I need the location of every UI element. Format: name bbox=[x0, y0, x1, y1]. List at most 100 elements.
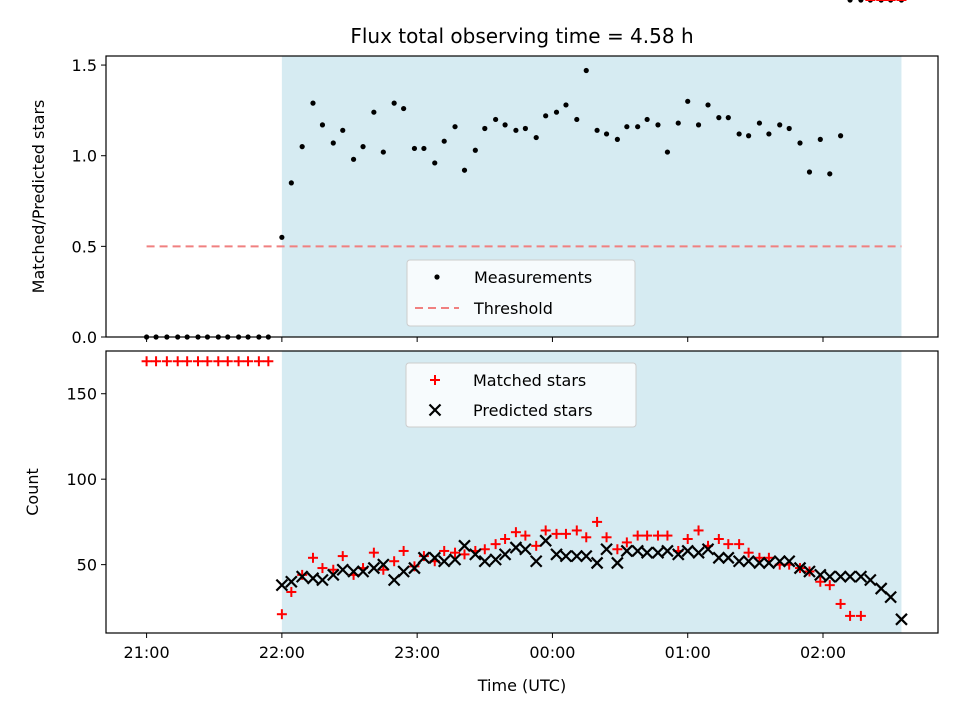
matched-star-point bbox=[560, 528, 571, 539]
matched-star-point bbox=[845, 610, 856, 621]
matched-star-point bbox=[286, 586, 297, 597]
matched-star-point bbox=[713, 534, 724, 544]
measurement-point bbox=[806, 169, 813, 175]
matched-star-point bbox=[531, 540, 542, 551]
matched-star-point bbox=[642, 530, 653, 541]
legend-label-predicted: Predicted stars bbox=[473, 401, 593, 420]
matched-star-point bbox=[581, 532, 592, 543]
predicted-star-point bbox=[437, 554, 451, 568]
legend-label-matched: Matched stars bbox=[473, 371, 586, 390]
measurement-point bbox=[797, 140, 803, 146]
measurement-point bbox=[288, 180, 294, 186]
predicted-star-point bbox=[559, 549, 573, 563]
predicted-star-point bbox=[377, 558, 390, 571]
predicted-star-point bbox=[275, 578, 289, 592]
predicted-star-point bbox=[478, 554, 492, 568]
matched-star-point bbox=[500, 534, 511, 544]
measurement-point bbox=[716, 115, 722, 121]
predicted-star-point bbox=[742, 554, 755, 568]
predicted-star-point bbox=[579, 549, 593, 563]
matched-star-point bbox=[337, 551, 348, 562]
matched-star-point bbox=[233, 356, 244, 367]
measurement-point bbox=[391, 100, 397, 106]
predicted-star-point bbox=[640, 546, 654, 559]
matched-star-point bbox=[182, 356, 193, 367]
measurement-point bbox=[695, 122, 702, 128]
matched-star-point bbox=[571, 525, 582, 536]
measurement-point bbox=[817, 136, 823, 142]
predicted-star-point bbox=[834, 570, 847, 583]
matched-star-point bbox=[389, 556, 400, 567]
matched-star-point bbox=[263, 356, 274, 367]
top-y-axis-label: Matched/Predicted stars bbox=[29, 100, 48, 294]
matched-star-point bbox=[202, 356, 213, 367]
matched-star-point bbox=[601, 532, 612, 543]
legend-x-marker bbox=[428, 403, 442, 417]
predicted-star-point bbox=[327, 568, 340, 582]
chart-title: Flux total observing time = 4.58 h bbox=[350, 24, 693, 48]
predicted-star-point bbox=[671, 548, 685, 561]
predicted-star-point bbox=[509, 541, 523, 554]
matched-star-point bbox=[141, 356, 152, 367]
predicted-star-point bbox=[408, 561, 421, 575]
measurement-point bbox=[421, 145, 427, 152]
legend-label-measurements: Measurements bbox=[474, 268, 592, 287]
matched-star-point bbox=[490, 539, 501, 550]
measurement-point bbox=[777, 122, 783, 128]
matched-star-point bbox=[368, 547, 379, 558]
measurement-point bbox=[827, 171, 833, 177]
measurement-point bbox=[350, 156, 357, 162]
predicted-star-point bbox=[356, 565, 370, 578]
predicted-star-point bbox=[295, 570, 309, 583]
measurement-point bbox=[614, 136, 620, 142]
legend-marker-predicted bbox=[428, 403, 442, 417]
matched-star-point bbox=[439, 545, 450, 556]
measurement-point bbox=[664, 149, 671, 155]
matched-star-point bbox=[540, 525, 551, 536]
matched-star-point bbox=[835, 598, 846, 609]
predicted-star-point bbox=[570, 549, 584, 563]
predicted-star-point bbox=[854, 570, 868, 583]
matched-star-point bbox=[723, 539, 734, 550]
top-y-tick-label: 0.5 bbox=[72, 237, 97, 256]
matched-star-point bbox=[450, 547, 461, 558]
measurement-point bbox=[340, 127, 346, 133]
matched-star-point bbox=[418, 551, 429, 562]
predicted-star-point bbox=[316, 573, 329, 587]
measurement-point bbox=[725, 115, 731, 121]
predicted-star-point bbox=[884, 590, 897, 604]
bottom-y-tick-label: 100 bbox=[66, 470, 97, 489]
predicted-star-point bbox=[823, 570, 837, 583]
x-tick-label: 02:00 bbox=[800, 643, 846, 662]
measurement-point bbox=[685, 98, 691, 104]
matched-star-point bbox=[754, 552, 765, 563]
predicted-star-point bbox=[539, 534, 552, 547]
predicted-star-point bbox=[397, 565, 410, 578]
measurement-point bbox=[786, 125, 792, 132]
predicted-star-point bbox=[773, 554, 786, 568]
matched-star-point bbox=[192, 356, 203, 367]
predicted-star-point bbox=[336, 563, 350, 577]
predicted-star-point bbox=[712, 551, 726, 565]
legend-label-threshold: Threshold bbox=[473, 299, 553, 318]
predicted-star-point bbox=[631, 544, 644, 558]
measurement-point bbox=[401, 105, 407, 112]
predicted-star-point bbox=[701, 542, 715, 556]
predicted-star-point bbox=[498, 548, 512, 561]
matched-star-point bbox=[297, 569, 308, 580]
measurement-point bbox=[574, 116, 580, 123]
measurement-point bbox=[461, 167, 468, 173]
matched-star-point bbox=[621, 537, 632, 548]
predicted-star-point bbox=[417, 551, 431, 565]
measurement-point bbox=[583, 67, 589, 74]
matched-star-point bbox=[662, 530, 673, 541]
legend-plus-marker bbox=[430, 375, 440, 385]
measurement-point bbox=[594, 127, 600, 133]
measurement-point bbox=[644, 116, 650, 123]
matched-star-point bbox=[632, 530, 643, 541]
predicted-star-point bbox=[651, 546, 665, 559]
predicted-star-point bbox=[611, 556, 624, 570]
matched-star-point bbox=[276, 609, 287, 620]
top-y-tick-label: 0.0 bbox=[72, 328, 97, 347]
